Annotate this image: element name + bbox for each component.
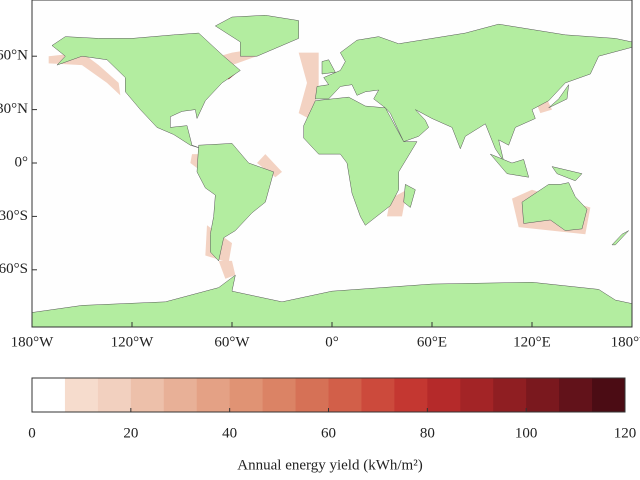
land-layer — [32, 15, 632, 327]
colorbar-bin — [559, 378, 593, 412]
land — [32, 274, 632, 327]
colorbar-bin — [526, 378, 560, 412]
shade — [218, 260, 236, 279]
land — [548, 84, 569, 109]
colorbar-tick-label: 60 — [321, 425, 336, 441]
colorbar-bin — [328, 378, 362, 412]
y-tick-label: 0° — [15, 154, 29, 170]
colorbar-bin — [493, 378, 527, 412]
x-tick-label: 120°W — [111, 334, 154, 350]
y-tick-label: 60°S — [0, 261, 28, 277]
colorbar-tick-label: 120 — [614, 425, 637, 441]
colorbar-tick-label: 100 — [515, 425, 538, 441]
land — [214, 15, 299, 57]
colorbar-tick-label: 40 — [222, 425, 237, 441]
shade — [298, 52, 319, 119]
colorbar-bin — [97, 378, 132, 412]
colorbar-tick-label: 20 — [123, 425, 138, 441]
colorbar-bin — [460, 378, 494, 412]
shade — [48, 52, 121, 96]
land — [611, 230, 629, 246]
colorbar-label: Annual energy yield (kWh/m²) — [237, 457, 422, 473]
land — [403, 183, 416, 208]
colorbar-bin — [361, 378, 395, 412]
colorbar-bin — [262, 378, 297, 412]
colorbar-bin — [229, 378, 264, 412]
shade — [387, 189, 407, 217]
colorbar-bin — [394, 378, 428, 412]
x-tick-label: 180°W — [611, 334, 640, 350]
colorbar-bin — [163, 378, 198, 412]
colorbar-bin — [130, 378, 165, 412]
colorbar-bin — [64, 378, 99, 412]
land — [490, 153, 530, 178]
colorbar-bin — [295, 378, 329, 412]
land — [321, 59, 336, 75]
x-tick-label: 120°E — [513, 334, 551, 350]
colorbar: 0 20 40 60 80 100 120 — [28, 377, 637, 441]
land — [521, 182, 588, 231]
land — [303, 96, 418, 226]
x-tick-label: 60°E — [417, 334, 447, 350]
colorbar-bin — [427, 378, 461, 412]
land — [51, 32, 241, 149]
x-tick-label: 0° — [325, 334, 339, 350]
shade — [257, 154, 282, 178]
colorbar-bin — [592, 378, 626, 412]
land — [551, 166, 583, 182]
land — [196, 143, 274, 262]
colorbar-tick-label: 0 — [28, 425, 36, 441]
colorbar-bin — [32, 378, 66, 412]
x-tick-label: 60°W — [214, 334, 250, 350]
y-tick-label: 30°N — [0, 101, 28, 117]
x-tick-label: 180°W — [11, 334, 54, 350]
land — [315, 23, 632, 162]
y-tick-label: 60°N — [0, 48, 28, 64]
colorbar-tick-label: 80 — [420, 425, 435, 441]
colorbar-bin — [196, 378, 231, 412]
y-tick-label: 30°S — [0, 208, 28, 224]
